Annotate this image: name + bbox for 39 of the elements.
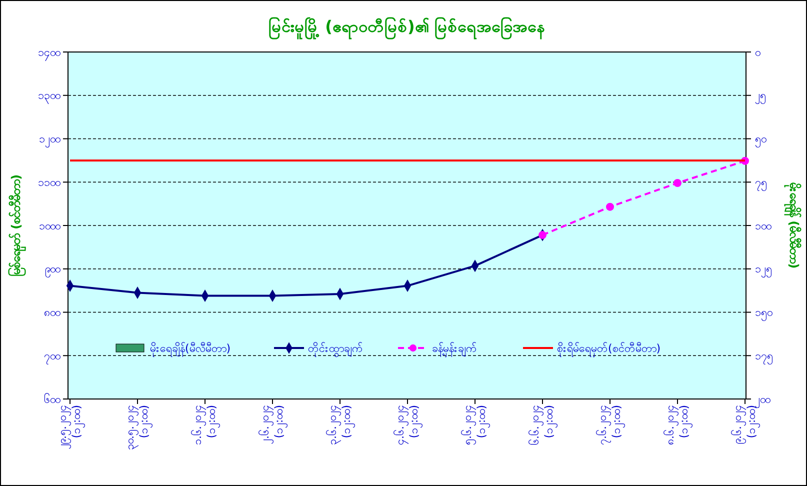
y-tick-label: ၁၂၀၀ bbox=[39, 132, 60, 148]
y-tick-label: ၁၃၀၀ bbox=[38, 89, 60, 104]
x-tick-label: ၉.၆.၂၀၂၄ (၁၂:၀၀) bbox=[730, 405, 760, 444]
x-tick-label: ၄.၆.၂၀၂၄ (၁၂:၀၀) bbox=[393, 405, 423, 445]
point bbox=[674, 179, 682, 187]
y-tick-label: ၁၀၀၀ bbox=[39, 219, 60, 232]
y2-tick-label: ၁၂၅ bbox=[755, 262, 772, 278]
point bbox=[606, 202, 614, 211]
y2-tick-label: ၁၀၀ bbox=[755, 219, 771, 232]
x-tick-label: ၃၀.၅.၂၀၂၄ (၁၂:၀၀) bbox=[123, 405, 153, 450]
y-axis-title: မြစ်ရေမှတ် (စင်တီမီတာ) bbox=[6, 174, 27, 277]
y2-tick-label: ၁၇၅ bbox=[755, 349, 773, 364]
x-tick-label: ၈.၆.၂၀၂၄ (၁၂:၀၀) bbox=[663, 405, 693, 445]
y-tick-label: ၁၁၀၀ bbox=[38, 176, 60, 189]
y-tick-label: ၁၄၀၀ bbox=[38, 46, 60, 61]
y-tick-label: ၆၀၀ bbox=[44, 392, 60, 406]
y-tick-label: ၉၀၀ bbox=[45, 262, 60, 278]
x-tick-label: ၆.၆.၂၀၂၄ (၁၂:၀၀) bbox=[528, 405, 558, 445]
y2-tick-label: ၁၅၀ bbox=[755, 306, 772, 322]
chart-title: မြင်းမူမြို့ (ဧရာဝတီမြစ်)၏ မြစ်ရေအခြေအနေ bbox=[268, 16, 546, 40]
y2-tick-label: ၀ bbox=[755, 46, 760, 59]
y2-tick-label: ၂၀၀ bbox=[755, 392, 770, 408]
y2-tick-label: ၂၅ bbox=[755, 89, 766, 104]
y-tick-label: ၈၀၀ bbox=[44, 306, 60, 320]
x-tick-label: ၇.၆.၂၀၂၄ (၁၂:၀၀) bbox=[596, 405, 626, 445]
legend-label: တိုင်းထွာချက် bbox=[308, 342, 363, 357]
x-tick-label: ၂.၆.၂၀၂၄ (၁၂:၀၀) bbox=[258, 405, 288, 444]
x-tick-label: ၂၉.၅.၂၀၂၄ (၁၂:၀၀) bbox=[56, 405, 86, 449]
x-tick-label: ၁.၆.၂၀၂၄ (၁၂:၀၀) bbox=[190, 405, 220, 445]
point bbox=[538, 231, 546, 240]
legend-label: ခန့်မှန်းချက် bbox=[432, 342, 477, 357]
y2-tick-label: ၅၀ bbox=[755, 132, 766, 148]
x-tick-label: ၃.၆.၂၀၂၄ (၁၂:၀၀) bbox=[326, 405, 356, 445]
legend-label: စိုးရိမ်ရေမှတ်(စင်တီမီတာ) bbox=[557, 342, 661, 357]
y2-axis-title: မိုးရေချိန် (မီလီမီတာ) bbox=[783, 181, 803, 269]
y2-tick-label: ၇၅ bbox=[755, 176, 767, 191]
x-tick-label: ၅.၆.၂၀၂၄ (၁၂:၀၀) bbox=[460, 405, 490, 445]
y-tick-label: ၇၀၀ bbox=[44, 349, 60, 364]
legend-label: မိုးရေချိန်(မီလီမီတာ) bbox=[150, 342, 231, 357]
